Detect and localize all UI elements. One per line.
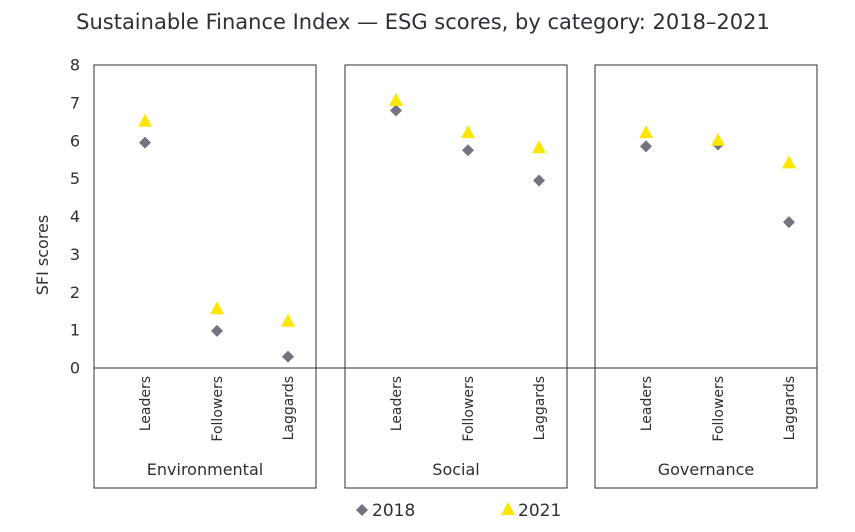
point-environmental-laggards-2018 <box>282 350 294 363</box>
panel-label-environmental: Environmental <box>147 460 263 479</box>
point-social-laggards-2021 <box>532 140 546 154</box>
chart-title: Sustainable Finance Index — ESG scores, … <box>76 10 770 34</box>
point-governance-leaders-2021 <box>639 125 653 139</box>
panels: Leaders Followers LaggardsEnvironmentalLea… <box>93 64 818 489</box>
y-tick-label-1: 1 <box>70 321 80 340</box>
y-tick-label-2: 2 <box>70 283 80 302</box>
category-label-social-leaders: Leaders <box>389 376 405 431</box>
y-tick-label-6: 6 <box>70 131 80 150</box>
y-tick-label-8: 8 <box>70 56 80 75</box>
y-axis-label: SFI scores <box>33 215 52 296</box>
y-tick-label-5: 5 <box>70 169 80 188</box>
category-label-environmental-followers: Followers <box>210 376 226 442</box>
category-label-governance-followers: Followers <box>711 376 727 442</box>
category-label-social-laggards: Laggards <box>532 376 548 440</box>
point-social-followers-2018 <box>462 144 474 157</box>
category-label-environmental-leaders: Leaders <box>138 376 154 431</box>
panel-social: Leaders Followers Laggards Social <box>344 64 568 489</box>
y-tick-label-7: 7 <box>70 93 80 112</box>
point-governance-laggards-2018 <box>783 216 795 229</box>
point-social-leaders-2021 <box>389 92 403 106</box>
legend-marker-2021 <box>501 502 515 515</box>
point-social-followers-2021 <box>461 125 475 139</box>
point-environmental-leaders-2021 <box>138 113 152 127</box>
legend-marker-2018 <box>356 504 368 516</box>
category-label-social-followers: Followers <box>461 376 477 442</box>
y-tick-label-3: 3 <box>70 245 80 264</box>
panel-governance: Leaders Followers Laggards Governance <box>594 64 818 489</box>
legend-label-2018: 2018 <box>372 501 415 521</box>
category-label-environmental-laggards: Laggards <box>281 376 297 440</box>
category-label-governance-laggards: Laggards <box>782 376 798 440</box>
panel-frame-social <box>344 64 568 489</box>
legend-label-2021: 2021 <box>518 501 561 521</box>
point-governance-followers-2021 <box>711 132 725 146</box>
panel-frame-environmental <box>93 64 317 489</box>
panel-label-governance: Governance <box>658 460 755 479</box>
point-social-laggards-2018 <box>533 174 545 187</box>
point-environmental-followers-2021 <box>210 301 224 315</box>
y-tick-label-0: 0 <box>70 359 80 378</box>
legend: 2018 2021 <box>356 501 561 521</box>
y-axis-ticks: 0 1 2 3 4 5 6 7 8 <box>70 56 80 378</box>
point-environmental-leaders-2018 <box>139 136 151 149</box>
point-governance-laggards-2021 <box>782 155 796 169</box>
panel-frame-governance <box>594 64 818 489</box>
point-governance-leaders-2018 <box>640 140 652 153</box>
y-tick-label-4: 4 <box>70 207 80 226</box>
panel-label-social: Social <box>432 460 479 479</box>
panel-environmental: Leaders Followers Laggards Environmental <box>93 64 317 489</box>
point-environmental-laggards-2021 <box>281 313 295 327</box>
category-label-governance-leaders: Leaders <box>639 376 655 431</box>
point-environmental-followers-2018 <box>211 324 223 337</box>
point-social-leaders-2018 <box>390 104 402 117</box>
